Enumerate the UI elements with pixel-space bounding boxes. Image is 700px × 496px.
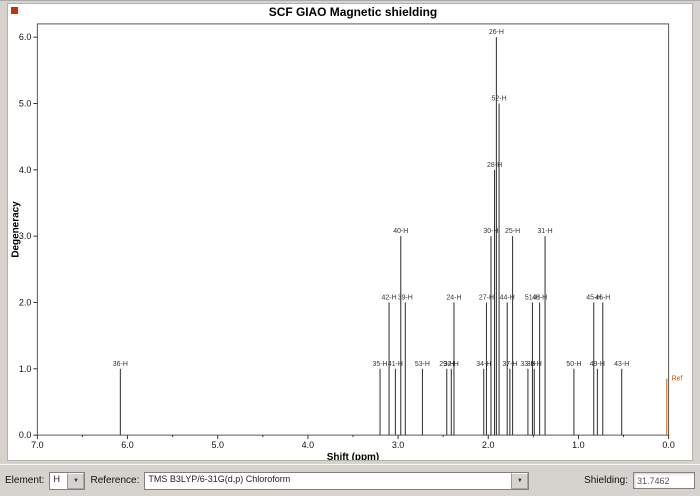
nmr-spectrum-chart: SCF GIAO Magnetic shielding Shift (ppm) De…: [10, 5, 683, 460]
peak-label: 53-H: [415, 361, 430, 368]
peak-label: 31-H: [538, 228, 553, 235]
peak-label: 32-H: [444, 361, 459, 368]
x-tick-label: 7.0: [31, 440, 43, 450]
x-axis-label: Shift (ppm): [327, 452, 379, 460]
y-tick-label: 1.0: [19, 364, 31, 374]
shielding-field[interactable]: [633, 472, 695, 489]
y-tick-label: 6.0: [19, 32, 31, 42]
peak-label: 24-H: [446, 294, 461, 301]
y-tick-label: 3.0: [19, 231, 31, 241]
peak-label: 42-H: [382, 294, 397, 301]
peak-label: 37-H: [502, 361, 517, 368]
peak-label: 38-H: [527, 361, 542, 368]
y-tick-label: 0.0: [19, 430, 31, 440]
shielding-label: Shielding:: [584, 475, 628, 486]
reference-dropdown-arrow-icon[interactable]: ▼: [511, 472, 529, 489]
reference-select[interactable]: TMS B3LYP/6-31G(d,p) Chloroform ▼: [144, 471, 530, 490]
peak-label: 52-H: [492, 96, 507, 103]
peak-label: 39-H: [398, 294, 413, 301]
peak-label: 40-H: [393, 228, 408, 235]
element-dropdown-arrow-icon[interactable]: ▼: [67, 472, 85, 489]
peak-label: 33-H: [520, 361, 535, 368]
peak-label: 49-H: [590, 361, 605, 368]
peak-label: 34-H: [476, 361, 491, 368]
element-select[interactable]: H ▼: [49, 471, 86, 490]
element-label: Element:: [5, 475, 45, 486]
chart-title: SCF GIAO Magnetic shielding: [269, 5, 437, 19]
peak-label: 43-H: [614, 361, 629, 368]
peak-label: 30-H: [483, 228, 498, 235]
peak-label: 50-H: [566, 361, 581, 368]
peak-label: 48-H: [532, 294, 547, 301]
bottom-toolbar: Element: H ▼ Reference: TMS B3LYP/6-31G(…: [0, 464, 700, 496]
x-tick-label: 4.0: [302, 440, 314, 450]
x-tick-label: 5.0: [211, 440, 223, 450]
series-color-swatch: [11, 7, 18, 14]
reference-value: TMS B3LYP/6-31G(d,p) Chloroform: [148, 473, 291, 484]
x-tick-label: 1.0: [572, 440, 584, 450]
x-tick-label: 0.0: [662, 440, 674, 450]
element-value: H: [53, 473, 60, 484]
reference-label: Ref: [672, 376, 683, 383]
peak-label: 25-H: [505, 228, 520, 235]
x-tick-label: 6.0: [121, 440, 133, 450]
x-tick-label: 2.0: [482, 440, 494, 450]
peak-label: 46-H: [595, 294, 610, 301]
peak-label: 44-H: [500, 294, 515, 301]
peak-label: 35-H: [373, 361, 388, 368]
x-tick-label: 3.0: [392, 440, 404, 450]
peak-label: 27-H: [479, 294, 494, 301]
y-tick-label: 4.0: [19, 165, 31, 175]
reference-label: Reference:: [90, 475, 140, 486]
peak-label: 45-H: [586, 294, 601, 301]
peak-label: 51-H: [525, 294, 540, 301]
peak-label: 26-H: [489, 29, 504, 36]
y-axis-label: Degeneracy: [10, 201, 21, 258]
peak-label: 28-H: [487, 162, 502, 169]
peak-label: 29-H: [439, 361, 454, 368]
peak-label: 36-H: [113, 361, 128, 368]
y-tick-label: 2.0: [19, 297, 31, 307]
chart-panel: SCF GIAO Magnetic shielding Shift (ppm) De…: [7, 3, 693, 461]
peak-label: 41-H: [388, 361, 403, 368]
y-tick-label: 5.0: [19, 98, 31, 108]
